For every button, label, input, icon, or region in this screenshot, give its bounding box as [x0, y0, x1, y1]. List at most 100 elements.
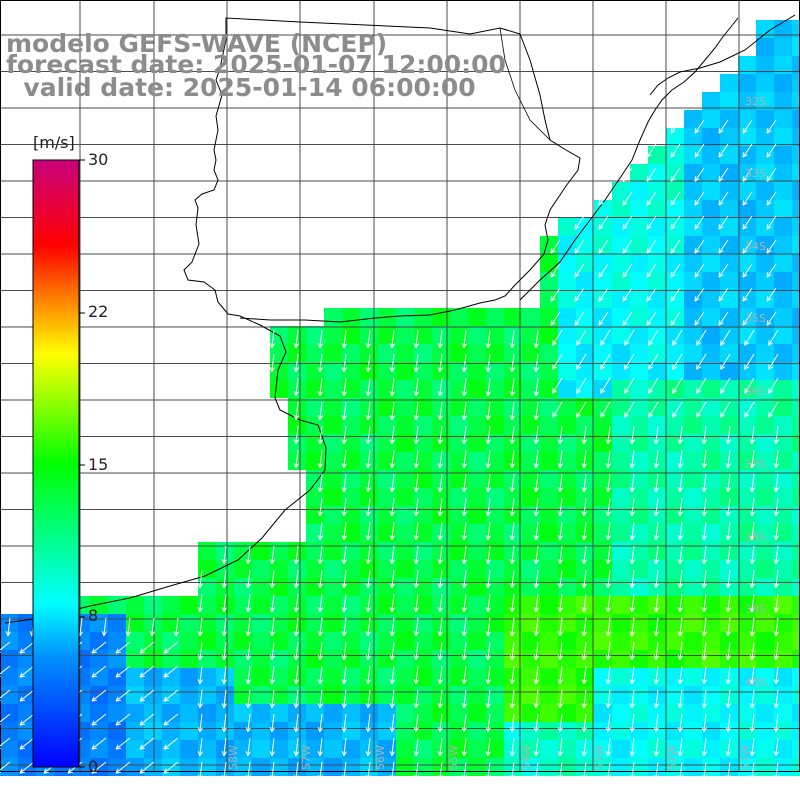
wind-cell — [756, 110, 774, 128]
wind-cell — [558, 218, 576, 236]
wind-cell — [756, 704, 774, 722]
wind-cell — [540, 560, 558, 578]
wind-cell — [792, 254, 800, 272]
wind-cell — [774, 92, 792, 110]
colorbar-gradient — [33, 160, 79, 767]
colorbar-label-8: 8 — [88, 606, 98, 625]
wind-cell — [486, 308, 504, 326]
wind-cell — [756, 128, 774, 146]
wind-cell — [324, 722, 342, 740]
wind-cell — [180, 668, 198, 686]
wind-cell — [540, 542, 558, 560]
wind-cell — [720, 92, 738, 110]
wind-cell — [450, 650, 468, 668]
wind-cell — [792, 650, 800, 668]
wind-cell — [774, 344, 792, 362]
wind-cell — [468, 614, 486, 632]
wind-cell — [774, 236, 792, 254]
wind-cell — [774, 362, 792, 380]
wind-cell — [180, 596, 198, 614]
lat-label: 36S — [745, 385, 766, 398]
wind-cell — [324, 560, 342, 578]
wind-cell — [540, 272, 558, 290]
wind-cell — [252, 632, 270, 650]
wind-cell — [684, 542, 702, 560]
valid-date: valid date: 2025-01-14 06:00:00 — [6, 75, 476, 100]
wind-cell — [612, 236, 630, 254]
wind-cell — [702, 110, 720, 128]
wind-cell — [468, 380, 486, 398]
wind-cell — [774, 218, 792, 236]
wind-cell — [666, 722, 684, 740]
wind-cell — [144, 650, 162, 668]
wind-cell — [648, 344, 666, 362]
lon-label: 56W — [374, 745, 387, 770]
wind-cell — [756, 650, 774, 668]
wind-cell — [792, 506, 800, 524]
wind-cell — [792, 560, 800, 578]
wind-cell — [684, 704, 702, 722]
wind-cell — [630, 362, 648, 380]
wind-cell — [702, 164, 720, 182]
wind-cell — [792, 542, 800, 560]
wind-cell — [396, 578, 414, 596]
wind-cell — [378, 650, 396, 668]
wind-cell — [252, 596, 270, 614]
wind-cell — [522, 308, 540, 326]
lon-label: 51W — [739, 745, 752, 770]
wind-cell — [774, 74, 792, 92]
lat-label: 33S — [745, 167, 766, 180]
wind-cell — [0, 740, 18, 758]
wind-cell — [144, 740, 162, 758]
wind-cell — [540, 722, 558, 740]
wind-cell — [450, 506, 468, 524]
wind-cell — [180, 614, 198, 632]
wind-cell — [792, 110, 800, 128]
wind-cell — [540, 614, 558, 632]
wind-cell — [774, 326, 792, 344]
wind-cell — [468, 632, 486, 650]
wind-cell — [396, 704, 414, 722]
wind-cell — [612, 308, 630, 326]
wind-cell — [540, 488, 558, 506]
wind-cell — [684, 614, 702, 632]
wind-cell — [378, 578, 396, 596]
wind-cell — [324, 524, 342, 542]
wind-cell — [144, 668, 162, 686]
wind-cell — [684, 668, 702, 686]
wind-cell — [558, 326, 576, 344]
wind-cell — [468, 452, 486, 470]
lat-label: 39S — [745, 603, 766, 616]
wind-cell — [396, 452, 414, 470]
lat-label: 35S — [745, 312, 766, 325]
wind-cell — [468, 596, 486, 614]
wind-cell — [774, 416, 792, 434]
wind-cell — [684, 722, 702, 740]
wind-cell — [252, 758, 270, 776]
wind-cell — [774, 128, 792, 146]
wind-cell — [684, 182, 702, 200]
wind-cell — [612, 686, 630, 704]
wind-cell — [792, 92, 800, 110]
wind-cell — [720, 110, 738, 128]
wind-cell — [630, 416, 648, 434]
wind-cell — [792, 704, 800, 722]
wind-cell — [792, 578, 800, 596]
wind-cell — [792, 308, 800, 326]
wind-cell — [252, 740, 270, 758]
wind-cell — [324, 578, 342, 596]
wind-cell — [558, 272, 576, 290]
wind-cell — [774, 398, 792, 416]
wind-cell — [684, 308, 702, 326]
lon-label: 55W — [447, 745, 460, 770]
wind-cell — [468, 524, 486, 542]
wind-cell — [594, 722, 612, 740]
lon-label: 53W — [593, 745, 606, 770]
wind-cell — [720, 74, 738, 92]
wind-cell — [396, 614, 414, 632]
wind-cell — [468, 488, 486, 506]
wind-cell — [612, 542, 630, 560]
wind-cell — [396, 560, 414, 578]
wind-cell — [396, 398, 414, 416]
wind-cell — [792, 182, 800, 200]
